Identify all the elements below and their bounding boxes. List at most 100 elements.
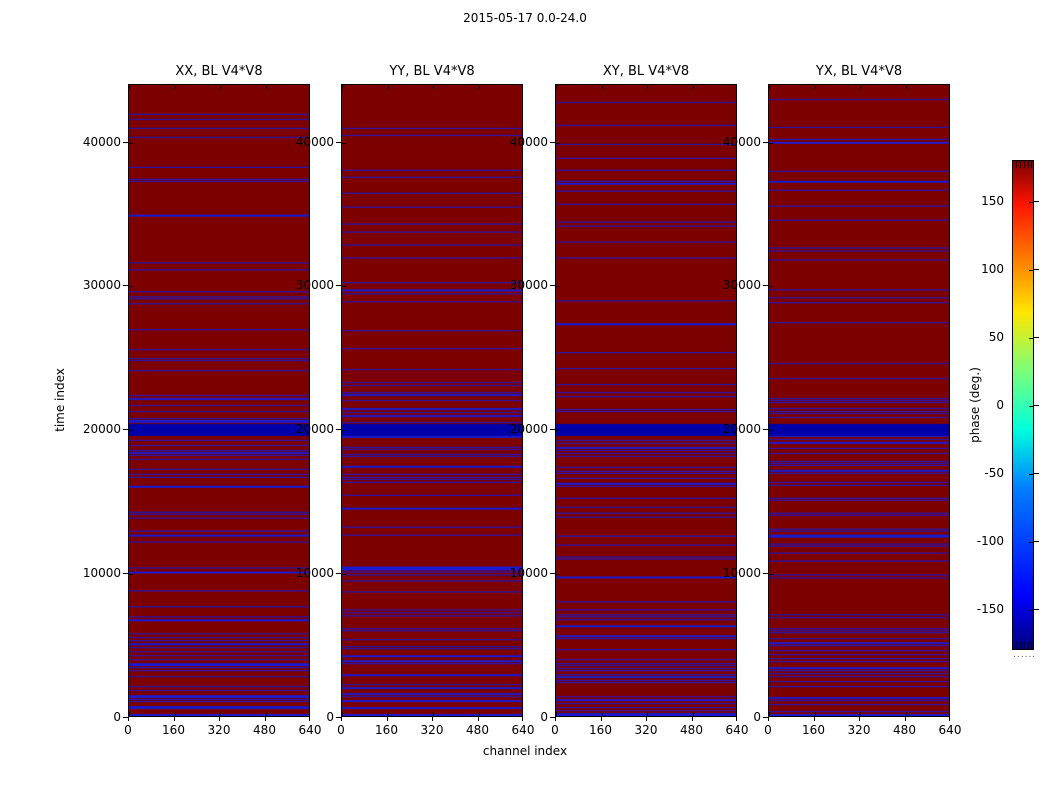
x-tick-mark [813, 717, 815, 721]
x-tick-mark-inner [692, 712, 694, 716]
y-tick-label: 10000 [82, 566, 121, 581]
x-tick-label: 320 [847, 723, 871, 737]
x-tick-mark [386, 717, 388, 721]
x-tick-label: 0 [551, 723, 559, 737]
axes-frame-xx [128, 84, 310, 717]
colorbar-tick-mark-inner [1029, 201, 1033, 203]
x-tick-mark-inner [220, 712, 221, 716]
x-tick-mark [341, 717, 342, 721]
x-tick-mark [949, 717, 950, 721]
x-tick-mark [173, 717, 175, 721]
y-tick-mark [550, 285, 555, 287]
y-tick-mark [336, 717, 341, 718]
axes-frame-yx [768, 84, 950, 717]
y-tick-mark-inner [556, 430, 560, 432]
x-tick-mark-inner [556, 712, 557, 716]
y-tick-label: 40000 [722, 134, 761, 149]
x-tick-label: 160 [375, 723, 398, 737]
colorbar-tick-label: 50 [988, 329, 1004, 344]
x-tick-mark-top [814, 85, 816, 89]
x-tick-mark [859, 717, 860, 721]
y-tick-mark [336, 141, 341, 143]
x-tick-mark [264, 717, 266, 721]
x-tick-mark-top [556, 85, 557, 89]
y-tick-mark [123, 285, 128, 287]
subplot-yy[interactable]: YY, BL V4*V8 0 10000 20000 30000 40000 0 160 32… [296, 64, 535, 737]
x-tick-mark-top [769, 85, 770, 89]
y-tick-mark-inner [556, 142, 560, 144]
y-tick-mark-inner [556, 574, 560, 576]
x-tick-mark-top [342, 85, 343, 89]
x-tick-mark-inner [860, 712, 861, 716]
x-tick-label: 480 [253, 723, 276, 737]
x-tick-mark-inner [129, 712, 130, 716]
colorbar-tick-label: -50 [984, 466, 1004, 481]
y-tick-mark-inner [769, 286, 773, 288]
x-tick-mark-inner [433, 712, 434, 716]
x-tick-mark [128, 717, 129, 721]
heatmap-image-yy [342, 85, 522, 716]
x-tick-label: 320 [207, 723, 231, 737]
y-tick-label: 20000 [722, 422, 761, 437]
x-tick-mark-inner [647, 712, 648, 716]
y-tick-mark [336, 429, 341, 431]
x-tick-mark [691, 717, 693, 721]
x-tick-label: 0 [764, 723, 772, 737]
subplot-xy[interactable]: XY, BL V4*V8 0 10000 20000 30000 40000 0 160 32… [510, 64, 749, 737]
x-tick-mark-top [387, 85, 389, 89]
x-tick-label: 640 [938, 723, 962, 737]
y-tick-mark-inner [129, 286, 133, 288]
colorbar-overflow-dots: ...... [1013, 650, 1037, 660]
heatmap-image-xy [556, 85, 736, 716]
y-tick-label: 40000 [509, 134, 548, 149]
subplot-title-yx: YX, BL V4*V8 [815, 64, 903, 79]
colorbar-tick-label: -150 [976, 602, 1004, 617]
heatmap-image-yx [769, 85, 949, 716]
x-tick-mark-top [265, 85, 267, 89]
y-tick-mark-inner [342, 574, 346, 576]
x-axis-label: channel index [482, 744, 568, 758]
y-tick-mark-inner [129, 574, 133, 576]
x-tick-mark-inner [769, 712, 770, 716]
y-tick-label: 10000 [295, 566, 334, 581]
subplot-xx[interactable]: XX, BL V4*V8 0 10000 20000 30000 40000 0 160 32… [83, 64, 322, 737]
colorbar-tick-mark [1034, 200, 1039, 202]
colorbar-tick-mark [1034, 336, 1039, 338]
colorbar-over-marks [1014, 161, 1034, 168]
y-tick-mark [123, 717, 128, 718]
x-tick-mark-inner [905, 712, 907, 716]
x-tick-mark [736, 717, 737, 721]
x-tick-mark-inner [814, 712, 816, 716]
x-tick-mark-inner [387, 712, 389, 716]
y-tick-label: 0 [326, 710, 334, 724]
colorbar[interactable]: 150 100 50 0 -50 -100 -150 [977, 160, 1039, 650]
y-tick-label: 30000 [509, 278, 548, 293]
y-tick-mark [123, 141, 128, 143]
y-tick-mark-inner [129, 142, 133, 144]
subplot-yx[interactable]: YX, BL V4*V8 0 10000 20000 30000 40000 0 160 32… [723, 64, 962, 737]
y-tick-label: 40000 [295, 134, 334, 149]
x-tick-mark-top [860, 85, 861, 89]
x-tick-label: 160 [162, 723, 185, 737]
colorbar-tick-label: 100 [981, 261, 1004, 276]
x-tick-mark-top [174, 85, 176, 89]
x-tick-mark-top [905, 85, 907, 89]
y-tick-mark [763, 429, 768, 431]
x-tick-mark-inner [601, 712, 603, 716]
x-tick-label: 0 [124, 723, 132, 737]
y-axis-label: time index [53, 368, 67, 432]
colorbar-gradient [1012, 160, 1034, 650]
x-tick-label: 480 [893, 723, 916, 737]
y-tick-mark [763, 141, 768, 143]
y-tick-label: 0 [753, 710, 761, 724]
x-tick-label: 160 [802, 723, 825, 737]
colorbar-tick-mark [1034, 609, 1039, 611]
colorbar-tick-mark [1034, 541, 1039, 543]
colorbar-tick-mark-inner [1029, 406, 1033, 407]
x-tick-mark-top [478, 85, 480, 89]
colorbar-tick-label: 150 [981, 193, 1004, 208]
heatmap-image-xx [129, 85, 309, 716]
colorbar-tick-label: 0 [996, 398, 1004, 412]
y-tick-mark [763, 717, 768, 718]
